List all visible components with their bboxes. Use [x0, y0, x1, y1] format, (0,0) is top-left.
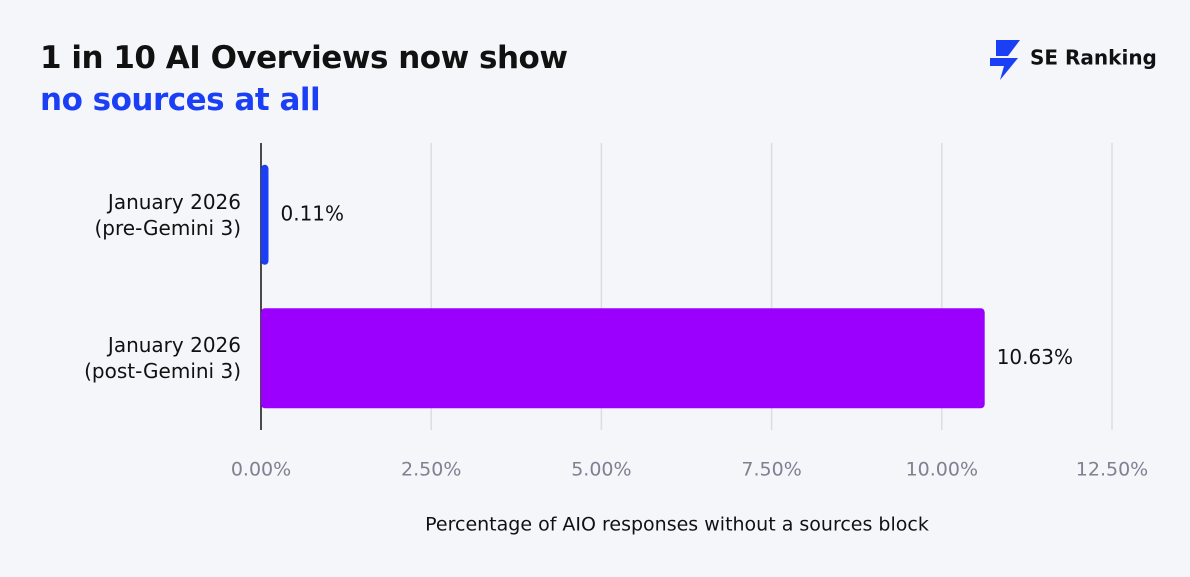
x-tick-label: 12.50% — [1076, 459, 1148, 481]
chart-title: 1 in 10 AI Overviews now show — [40, 40, 568, 76]
logo-icon — [990, 40, 1020, 80]
x-tick-label: 2.50% — [401, 459, 461, 481]
x-axis-title: Percentage of AIO responses without a so… — [425, 514, 929, 536]
value-label: 10.63% — [997, 345, 1073, 369]
bar — [261, 308, 985, 409]
chart-subtitle: no sources at all — [40, 82, 321, 118]
value-label: 0.11% — [280, 201, 344, 225]
x-tick-label: 7.50% — [741, 459, 801, 481]
y-tick-label: January 2026 (pre-Gemini 3) — [94, 189, 242, 240]
logo-text: SE Ranking — [1030, 46, 1157, 70]
x-tick-label: 0.00% — [231, 459, 291, 481]
bar — [261, 164, 269, 265]
x-tick-label: 10.00% — [906, 459, 978, 481]
y-tick-label: January 2026 (post-Gemini 3) — [84, 333, 241, 384]
x-tick-label: 5.00% — [571, 459, 631, 481]
